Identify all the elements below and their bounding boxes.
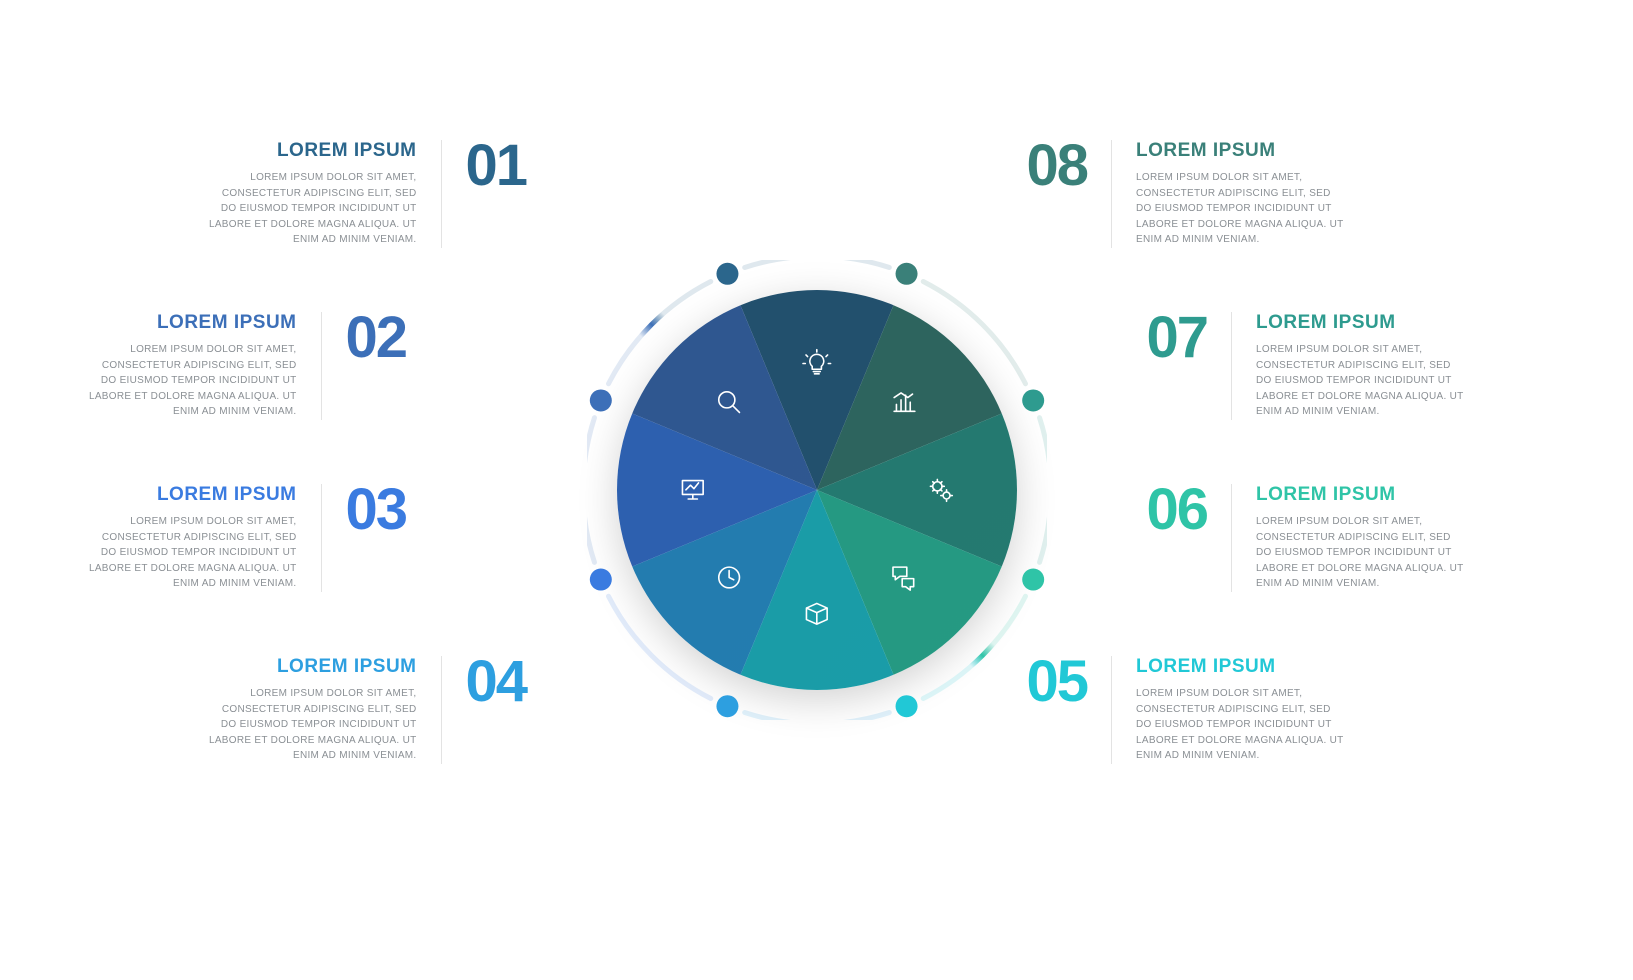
item-title: LOREM IPSUM [207, 656, 417, 678]
item-number: 04 [466, 656, 527, 708]
divider [1111, 656, 1112, 764]
ring-dot [1022, 389, 1044, 411]
ring-dot [895, 695, 917, 717]
ring-arc [1039, 418, 1046, 563]
item-title: LOREM IPSUM [1256, 484, 1466, 506]
ring-dot [716, 263, 738, 285]
divider [1231, 484, 1232, 592]
divider [1111, 140, 1112, 248]
item-title: LOREM IPSUM [87, 484, 297, 506]
center-wheel [587, 260, 1047, 720]
item-title: LOREM IPSUM [1136, 140, 1346, 162]
item-block-04: LOREM IPSUM LOREM IPSUM DOLOR SIT AMET, C… [207, 656, 527, 764]
item-body: LOREM IPSUM DOLOR SIT AMET, CONSECTETUR … [1136, 170, 1346, 248]
divider [1231, 312, 1232, 420]
wheel-svg [587, 260, 1047, 720]
infographic-stage: LOREM IPSUM LOREM IPSUM DOLOR SIT AMET, C… [117, 70, 1517, 910]
ring-dot [589, 569, 611, 591]
item-title: LOREM IPSUM [1256, 312, 1466, 334]
divider [441, 140, 442, 248]
item-body: LOREM IPSUM DOLOR SIT AMET, CONSECTETUR … [1256, 342, 1466, 420]
divider [321, 312, 322, 420]
item-block-08: 08 LOREM IPSUM LOREM IPSUM DOLOR SIT AMET,… [1027, 140, 1347, 248]
item-body: LOREM IPSUM DOLOR SIT AMET, CONSECTETUR … [207, 170, 417, 248]
item-title: LOREM IPSUM [87, 312, 297, 334]
divider [321, 484, 322, 592]
item-body: LOREM IPSUM DOLOR SIT AMET, CONSECTETUR … [87, 342, 297, 420]
ring-arc [744, 713, 889, 720]
item-number: 07 [1147, 312, 1208, 364]
item-number: 08 [1027, 140, 1088, 192]
item-body: LOREM IPSUM DOLOR SIT AMET, CONSECTETUR … [1256, 514, 1466, 592]
item-body: LOREM IPSUM DOLOR SIT AMET, CONSECTETUR … [1136, 686, 1346, 764]
item-title: LOREM IPSUM [1136, 656, 1346, 678]
ring-arc [587, 418, 594, 563]
item-block-03: LOREM IPSUM LOREM IPSUM DOLOR SIT AMET, C… [87, 484, 407, 592]
item-block-07: 07 LOREM IPSUM LOREM IPSUM DOLOR SIT AMET,… [1147, 312, 1467, 420]
ring-dot [716, 695, 738, 717]
divider [441, 656, 442, 764]
item-block-01: LOREM IPSUM LOREM IPSUM DOLOR SIT AMET, C… [207, 140, 527, 248]
item-block-02: LOREM IPSUM LOREM IPSUM DOLOR SIT AMET, C… [87, 312, 407, 420]
item-block-06: 06 LOREM IPSUM LOREM IPSUM DOLOR SIT AMET,… [1147, 484, 1467, 592]
item-block-05: 05 LOREM IPSUM LOREM IPSUM DOLOR SIT AMET,… [1027, 656, 1347, 764]
item-number: 03 [346, 484, 407, 536]
ring-dot [589, 389, 611, 411]
item-number: 02 [346, 312, 407, 364]
item-title: LOREM IPSUM [207, 140, 417, 162]
item-body: LOREM IPSUM DOLOR SIT AMET, CONSECTETUR … [207, 686, 417, 764]
item-number: 01 [466, 140, 527, 192]
item-number: 05 [1027, 656, 1088, 708]
item-number: 06 [1147, 484, 1208, 536]
ring-dot [895, 263, 917, 285]
ring-arc [744, 260, 889, 267]
item-body: LOREM IPSUM DOLOR SIT AMET, CONSECTETUR … [87, 514, 297, 592]
ring-dot [1022, 569, 1044, 591]
